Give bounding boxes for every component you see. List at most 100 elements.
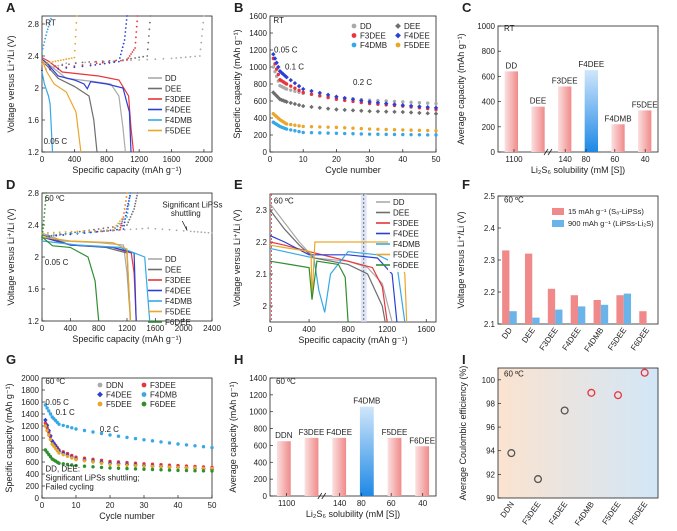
series-charge-point (128, 218, 131, 221)
data-point-F3DEE (289, 84, 293, 88)
data-point-F5DEE (401, 128, 405, 132)
data-point-F4DMB (48, 412, 53, 416)
x-tick-label: 400 (302, 325, 316, 334)
series-charge-point (115, 224, 118, 227)
data-point-F4DEE (284, 75, 289, 80)
y-tick-label: 0 (263, 492, 268, 501)
data-point-F3DEE (326, 95, 330, 100)
series-charge-point (46, 28, 49, 31)
data-point-F6DEE (91, 465, 95, 469)
data-point-F4DMB (176, 442, 180, 446)
series-charge-point (128, 200, 131, 202)
series-charge-point (184, 56, 187, 59)
y-tick-label: 2000 (21, 374, 39, 383)
series-charge-point (147, 35, 150, 37)
y-tick-label: 1.6 (28, 116, 40, 125)
series-charge-point (109, 229, 112, 232)
series-charge-point (64, 231, 67, 233)
bar-label: F4DMB (353, 397, 380, 406)
annotation: 0.2 C (353, 78, 372, 87)
legend-marker (395, 32, 401, 39)
data-point-F6DEE (61, 462, 65, 466)
series-charge-point (62, 58, 65, 61)
y-tick-label: 800 (482, 47, 496, 56)
data-point-F5DEE (343, 126, 347, 130)
data-point-F4DEE (400, 103, 405, 108)
bar-F4DMB-0 (593, 300, 601, 324)
arrow-head (185, 225, 188, 231)
bar-F4DEE-0 (570, 295, 578, 324)
series-charge-point (70, 57, 73, 60)
series-charge-point (161, 228, 164, 231)
panel-A: 1.2 1.6 2 2.4 2.8 0 400 800 1200 1600 2000 Specific… (6, 0, 213, 175)
legend-label: F4DMB (150, 391, 177, 400)
series-charge-point (46, 62, 49, 64)
legend-label: DDN (106, 381, 124, 390)
data-point-F5DEE (159, 465, 163, 469)
series-charge-point (207, 231, 210, 234)
data-point-DEE (342, 107, 347, 113)
x-tick-label: 2000 (175, 324, 193, 333)
data-point-F5DEE (70, 456, 74, 460)
data-point-F4DMB (201, 445, 206, 449)
y-axis-label: Specific capacity (mAh g⁻¹) (232, 29, 242, 138)
x-tick-label: 0 (40, 155, 45, 164)
series-charge-point (73, 56, 76, 59)
x-tick-label: 400 (64, 324, 78, 333)
series-discharge-F3DEE (42, 57, 135, 152)
series-discharge-F4DEE (42, 236, 137, 321)
series-charge-point (120, 224, 122, 227)
legend-marker (97, 401, 103, 407)
data-point-F3DEE (318, 94, 322, 98)
series-discharge-F4DMB (42, 71, 54, 152)
series-charge-point (102, 227, 105, 230)
y-axis-label: Average capacity (mAh g⁻¹) (228, 381, 238, 492)
data-point-F4DEE (392, 102, 397, 107)
y-tick-label: 200 (254, 475, 268, 484)
data-point-F4DMB (326, 131, 330, 135)
bar-F3DEE-0 (547, 288, 556, 324)
data-point-F5DEE (289, 122, 293, 127)
series-charge-point (41, 69, 43, 72)
series-charge-point (120, 49, 123, 52)
series-charge-point (51, 60, 54, 63)
data-point-F4DEE (350, 97, 356, 102)
y-tick-label: 1000 (249, 408, 267, 417)
series-charge-point (44, 204, 47, 206)
data-point-F4DMB (142, 438, 146, 442)
axis-break (543, 148, 549, 156)
series-F6DEE (270, 260, 349, 322)
series-charge-point (94, 64, 97, 66)
series-charge-point (64, 233, 67, 236)
series-charge-point (127, 208, 130, 210)
data-point-F5DEE (297, 124, 301, 128)
series-charge-point (124, 35, 126, 37)
bar-DD-0 (502, 250, 510, 324)
data-point-F4DEE (46, 428, 51, 433)
data-point-F5DEE (57, 451, 61, 455)
bar-F4DEE-1 (578, 306, 586, 324)
data-point-DD (434, 101, 438, 106)
series-charge-point (111, 226, 114, 228)
legend-label: F4DEE (393, 230, 419, 239)
series-charge-point (136, 194, 138, 197)
data-point-F3DEE (334, 97, 339, 102)
bar-F4DEE (332, 437, 347, 496)
data-point-F4DEE (325, 92, 331, 98)
legend-label: F5DEE (165, 308, 191, 317)
series-charge-point (136, 192, 139, 194)
x-tick-label: 1100 (278, 499, 296, 508)
series-charge-point (134, 47, 136, 49)
series-charge-point (57, 67, 60, 70)
series-charge-point (133, 205, 136, 208)
x-tick-label: 2000 (195, 155, 213, 164)
data-point-F4DMB (167, 441, 172, 445)
series-charge-point (128, 55, 131, 57)
y-tick-label: 400 (482, 98, 496, 107)
series-charge-point (123, 221, 126, 224)
series-charge-point (126, 224, 128, 226)
series-charge-point (126, 216, 128, 218)
data-point-F4DMB (376, 132, 380, 136)
y-axis-label: Voltage versus Li⁺/Li (V) (6, 208, 16, 305)
data-point-F4DMB (65, 424, 70, 429)
